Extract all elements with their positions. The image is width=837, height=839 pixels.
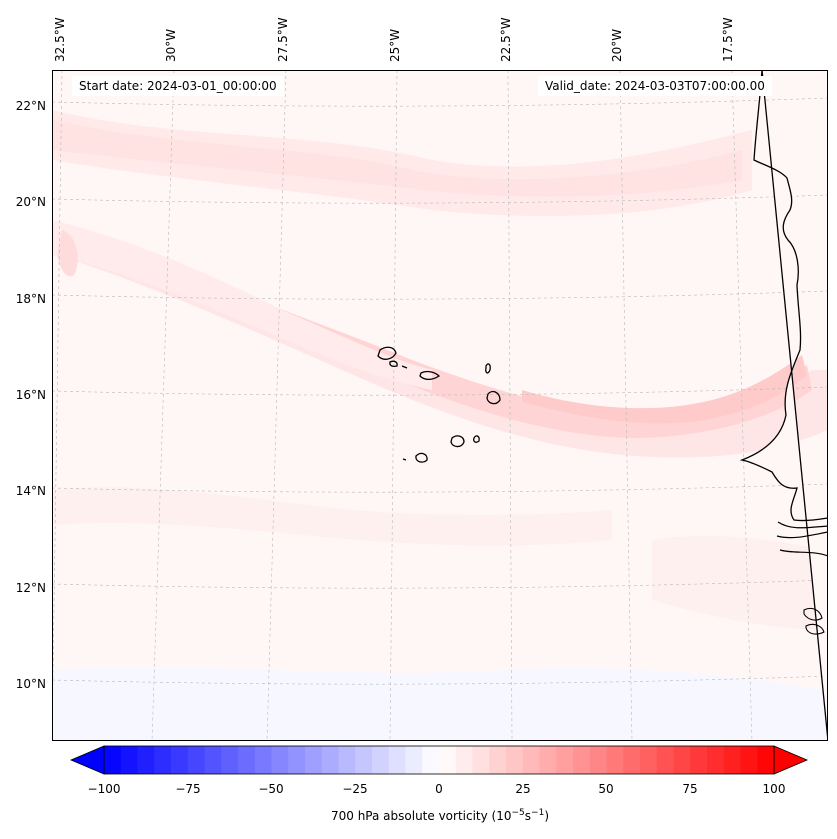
lat-label: 22°N (15, 99, 46, 113)
colorbar-cell (723, 746, 741, 774)
negative-vorticity-patch (52, 667, 828, 741)
vorticity-streak-peak (522, 355, 807, 424)
colorbar-cell (539, 746, 557, 774)
vorticity-streak-core (222, 285, 812, 438)
colorbar-cell (640, 746, 658, 774)
colorbar-cell (338, 746, 356, 774)
lat-label: 18°N (15, 292, 46, 306)
coastline-bijagos (803, 607, 825, 635)
colorbar-cell (606, 746, 624, 774)
colorbar-tick: −100 (87, 782, 121, 796)
colorbar-label: 700 hPa absolute vorticity (10−5s−1) (330, 808, 550, 823)
colorbar-tick: −25 (342, 782, 368, 796)
colorbar-tick: −75 (175, 782, 201, 796)
map-frame (52, 70, 828, 741)
vorticity-streak-main (72, 235, 828, 458)
lon-label: 22.5°W (499, 17, 513, 62)
graticule (52, 70, 828, 741)
colorbar (70, 745, 809, 775)
colorbar-cell (288, 746, 306, 774)
colorbar-cell (137, 746, 155, 774)
colorbar-cell (472, 746, 490, 774)
colorbar-tick: 100 (762, 782, 786, 796)
lat-label: 20°N (15, 195, 46, 209)
start-date-label: Start date: 2024-03-01_00:00:00 (72, 76, 284, 96)
colorbar-cell (522, 746, 540, 774)
colorbar-cell (238, 746, 256, 774)
colorbar-tick: 0 (435, 782, 443, 796)
colorbar-cell (305, 746, 323, 774)
lon-label: 30°W (164, 28, 178, 62)
map-panel (52, 70, 828, 741)
lon-label: 25°W (388, 28, 402, 62)
colorbar-cell (120, 746, 138, 774)
colorbar-cell (506, 746, 524, 774)
lat-label: 10°N (15, 677, 46, 691)
cape-verde-islands (377, 346, 501, 463)
colorbar-cell (673, 746, 691, 774)
vorticity-blob-west (57, 230, 78, 277)
colorbar-cell (271, 746, 289, 774)
lat-label: 12°N (15, 581, 46, 595)
colorbar-extend-high (773, 745, 809, 775)
colorbar-tick: 50 (598, 782, 614, 796)
colorbar-cell (221, 746, 239, 774)
lat-label: 14°N (15, 484, 46, 498)
colorbar-cell (204, 746, 222, 774)
colorbar-tick: 75 (682, 782, 698, 796)
colorbar-cell (489, 746, 507, 774)
colorbar-cell (388, 746, 406, 774)
colorbar-cell (690, 746, 708, 774)
lon-label: 32.5°W (53, 17, 67, 62)
colorbar-cell (405, 746, 423, 774)
colorbar-cell (740, 746, 758, 774)
colorbar-cell (589, 746, 607, 774)
vorticity-patch-southeast (652, 535, 828, 630)
colorbar-cell (154, 746, 172, 774)
colorbar-cell (355, 746, 373, 774)
vorticity-band-northern-inner (52, 120, 742, 197)
colorbar-cell (439, 746, 457, 774)
lon-label: 20°W (610, 28, 624, 62)
colorbar-cell (171, 746, 189, 774)
vorticity-patch-south (52, 487, 612, 546)
colorbar-frame (103, 745, 775, 775)
colorbar-tick: −50 (258, 782, 284, 796)
colorbar-cell (422, 746, 440, 774)
colorbar-cell (254, 746, 272, 774)
colorbar-cell (757, 746, 775, 774)
africa-coastline (739, 70, 828, 741)
colorbar-cell (321, 746, 339, 774)
colorbar-cell (656, 746, 674, 774)
lon-label: 17.5°W (721, 17, 735, 62)
colorbar-extend-low (70, 745, 105, 775)
colorbar-cell (187, 746, 205, 774)
coastline-senegal-gambia (776, 521, 828, 557)
lon-label: 27.5°W (276, 17, 290, 62)
colorbar-cell (372, 746, 390, 774)
colorbar-cell (455, 746, 473, 774)
colorbar-cell (707, 746, 725, 774)
colorbar-cell (573, 746, 591, 774)
colorbar-cell (556, 746, 574, 774)
lat-label: 16°N (15, 388, 46, 402)
colorbar-cell (623, 746, 641, 774)
vorticity-band-mid (52, 220, 432, 390)
colorbar-tick: 25 (515, 782, 531, 796)
valid-date-label: Valid_date: 2024-03-03T07:00:00.00 (538, 76, 772, 96)
colorbar-cell (104, 746, 122, 774)
